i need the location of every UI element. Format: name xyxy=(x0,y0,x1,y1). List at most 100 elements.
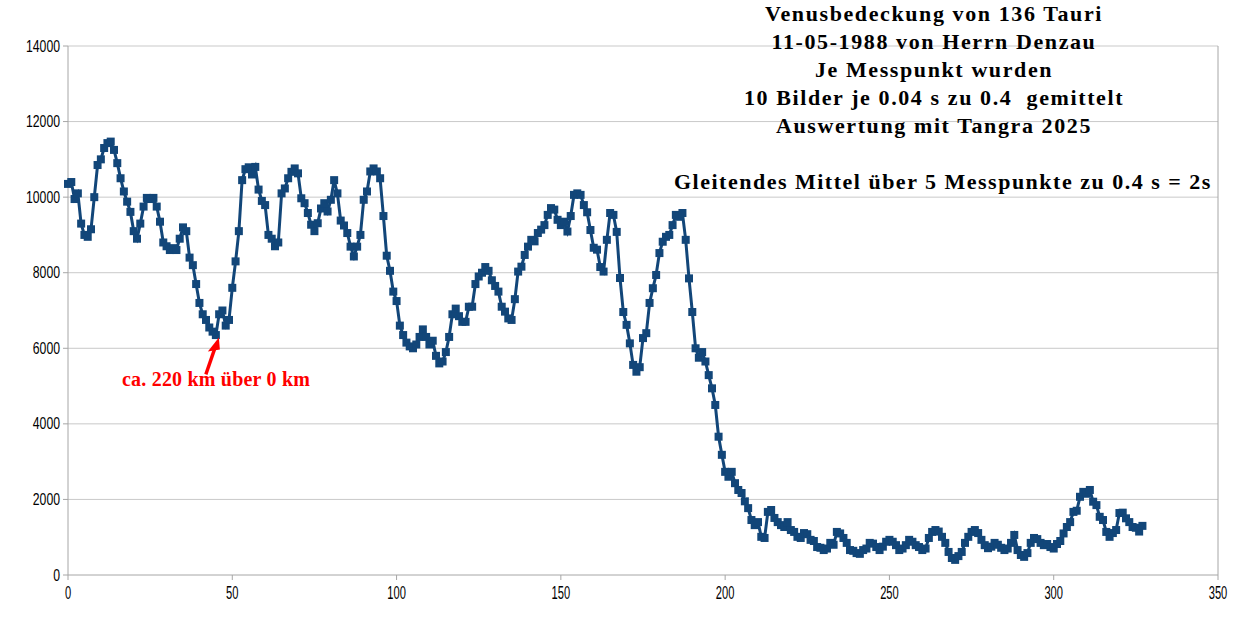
data-point xyxy=(376,174,384,182)
chart-subtitle: Gleitendes Mittel über 5 Messpunkte zu 0… xyxy=(674,168,1194,196)
data-point xyxy=(452,305,460,313)
data-point xyxy=(228,284,236,292)
data-point xyxy=(186,254,194,262)
data-point xyxy=(225,316,233,324)
y-tick-label-14000: 14000 xyxy=(26,38,60,55)
data-point xyxy=(580,201,588,209)
data-point xyxy=(156,218,164,226)
data-point xyxy=(669,221,677,229)
data-point xyxy=(195,299,203,307)
x-tick-label-300: 300 xyxy=(1044,583,1063,603)
data-point xyxy=(301,199,309,207)
data-point xyxy=(149,194,157,202)
data-point xyxy=(698,348,706,356)
data-point xyxy=(754,518,762,526)
data-point xyxy=(603,236,611,244)
data-point xyxy=(708,384,716,392)
data-point xyxy=(350,252,358,260)
data-point xyxy=(310,227,318,235)
light-curve-line xyxy=(68,142,1142,560)
data-point xyxy=(202,316,210,324)
data-point xyxy=(117,174,125,182)
data-point xyxy=(485,267,493,275)
data-point xyxy=(563,228,571,236)
data-point xyxy=(324,208,332,216)
data-point xyxy=(343,229,351,237)
data-point xyxy=(688,308,696,316)
chart-title-line: Je Messpunkt wurden xyxy=(674,56,1194,84)
data-point xyxy=(521,251,529,259)
data-point xyxy=(442,348,450,356)
data-point xyxy=(330,176,338,184)
data-point xyxy=(767,506,775,514)
data-point xyxy=(511,295,519,303)
data-point xyxy=(494,288,502,296)
data-point xyxy=(439,358,447,366)
data-point xyxy=(133,235,141,243)
data-point xyxy=(429,337,437,345)
data-point xyxy=(636,363,644,371)
data-point xyxy=(294,169,302,177)
data-point xyxy=(642,329,650,337)
y-tick-label-12000: 12000 xyxy=(26,113,60,130)
data-point xyxy=(126,208,134,216)
data-point xyxy=(333,189,341,197)
data-point xyxy=(140,203,148,211)
data-point xyxy=(682,236,690,244)
data-point xyxy=(176,235,184,243)
data-point xyxy=(731,479,739,487)
data-point xyxy=(623,321,631,329)
data-point xyxy=(619,308,627,316)
data-point xyxy=(412,341,420,349)
chart-canvas: 0200040006000800010000120001400005010015… xyxy=(0,0,1240,622)
data-point xyxy=(646,299,654,307)
chart-title-line: 10 Bilder je 0.04 s zu 0.4 gemittelt xyxy=(674,84,1194,112)
data-point xyxy=(609,211,617,219)
data-point xyxy=(567,212,575,220)
data-point xyxy=(445,333,453,341)
data-point xyxy=(107,138,115,146)
data-point xyxy=(87,225,95,233)
data-point xyxy=(741,497,749,505)
data-point xyxy=(77,220,85,228)
data-point xyxy=(705,371,713,379)
data-point xyxy=(1066,518,1074,526)
data-point xyxy=(715,433,723,441)
data-point xyxy=(360,196,368,204)
data-point xyxy=(97,155,105,163)
data-point xyxy=(593,246,601,254)
data-point xyxy=(238,176,246,184)
data-point xyxy=(314,219,322,227)
data-point xyxy=(626,339,634,347)
data-point xyxy=(379,212,387,220)
data-point xyxy=(90,193,98,201)
data-point xyxy=(649,284,657,292)
data-point xyxy=(718,451,726,459)
data-point xyxy=(399,331,407,339)
data-point xyxy=(922,545,930,553)
data-point xyxy=(958,548,966,556)
data-point xyxy=(613,228,621,236)
x-tick-label-0: 0 xyxy=(65,583,71,603)
data-point xyxy=(1023,549,1031,557)
data-point xyxy=(172,246,180,254)
chart-title-block: Venusbedeckung von 136 Tauri 11-05-1988 … xyxy=(674,0,1194,196)
data-point xyxy=(843,539,851,547)
data-point xyxy=(363,187,371,195)
data-point xyxy=(232,257,240,265)
data-point xyxy=(531,237,539,245)
data-point xyxy=(189,261,197,269)
data-point xyxy=(540,221,548,229)
data-point xyxy=(655,249,663,257)
data-point xyxy=(136,220,144,228)
data-point xyxy=(110,146,118,154)
data-point xyxy=(1007,539,1015,547)
data-point xyxy=(652,271,660,279)
data-point xyxy=(74,189,82,197)
data-point xyxy=(471,280,479,288)
x-tick-label-200: 200 xyxy=(716,583,735,603)
data-point xyxy=(941,539,949,547)
chart-title-spacer xyxy=(674,140,1194,168)
data-point xyxy=(1112,526,1120,534)
data-point xyxy=(616,274,624,282)
